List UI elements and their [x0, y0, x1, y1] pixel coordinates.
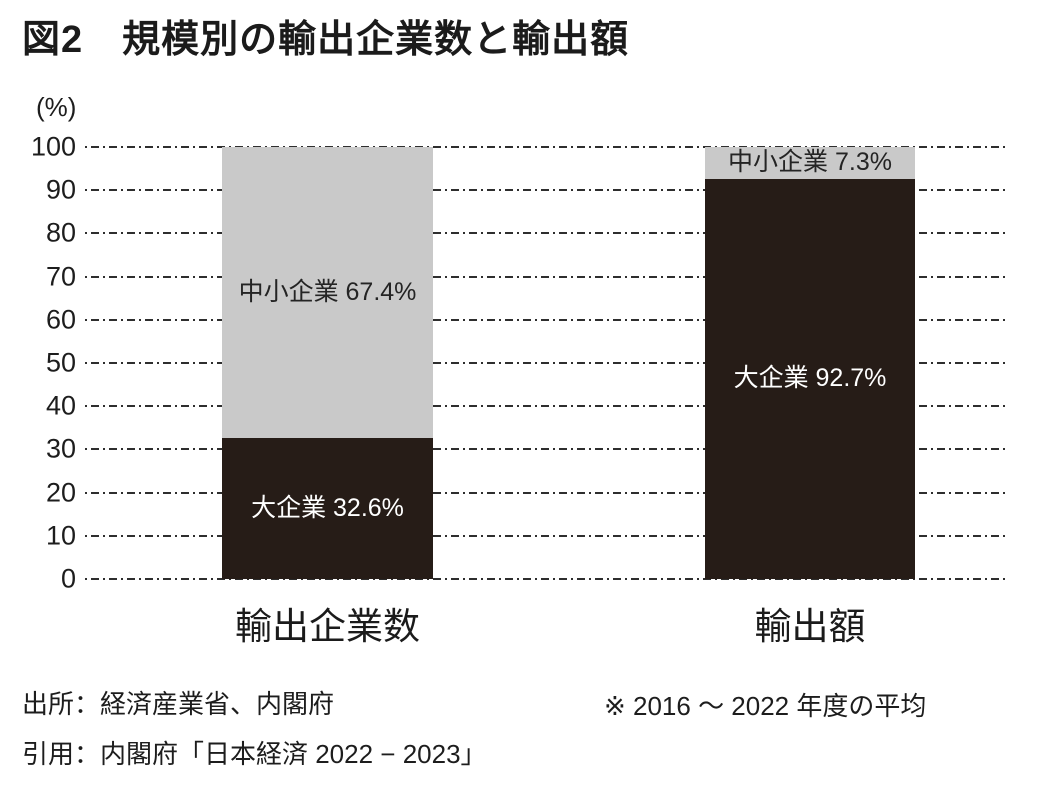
y-tick-label-40: 40: [45, 390, 76, 421]
segment-label-large-companies: 大企業 32.6%: [251, 494, 404, 523]
x-category-label-export-companies: 輸出企業数: [235, 606, 420, 647]
segment-label-large-value: 大企業 92.7%: [733, 364, 887, 393]
citation-text: 引用：内閣府「日本経済 2022 − 2023」: [22, 739, 487, 769]
gridline-60: [85, 318, 1005, 321]
y-tick-label-50: 50: [45, 347, 76, 378]
note-text: ※ 2016 ～ 2022 年度の平均: [604, 691, 927, 721]
gridline-40: [85, 405, 1005, 408]
bar-export-companies: 中小企業 67.4% 大企業 32.6%: [222, 147, 433, 579]
gridline-20: [85, 491, 1005, 494]
y-axis-unit-label: (%): [36, 92, 77, 122]
y-tick-label-60: 60: [45, 304, 76, 335]
segment-large-companies: 大企業 32.6%: [222, 438, 433, 579]
y-tick-label-90: 90: [45, 174, 76, 205]
gridline-80: [85, 232, 1005, 235]
y-tick-label-30: 30: [45, 433, 76, 464]
source-text: 出所：経済産業省、内閣府: [22, 689, 335, 719]
gridline-10: [85, 534, 1005, 537]
gridline-50: [85, 362, 1005, 364]
segment-large-value: 大企業 92.7%: [705, 178, 915, 579]
y-tick-label-100: 100: [30, 131, 76, 162]
segment-sme-companies: 中小企業 67.4%: [222, 147, 433, 439]
figure-title: 図2 規模別の輸出企業数と輸出額: [22, 19, 630, 61]
y-tick-label-0: 0: [60, 563, 76, 594]
plot-area: 100 90 80 70 60 50 40 30 20 10 0 中小企業 67…: [31, 133, 1005, 592]
gridline-70: [85, 275, 1005, 278]
gridline-90: [85, 189, 1005, 192]
gridline-100: [85, 146, 1005, 148]
y-tick-label-10: 10: [45, 520, 76, 551]
bar-export-value: 中小企業 7.3% 大企業 92.7%: [705, 147, 915, 579]
segment-label-sme-companies: 中小企業 67.4%: [238, 278, 417, 307]
y-tick-label-80: 80: [45, 217, 76, 248]
segment-sme-value: 中小企業 7.3%: [705, 147, 915, 179]
x-category-label-export-value: 輸出額: [754, 606, 866, 647]
y-tick-label-20: 20: [45, 477, 76, 508]
gridline-30: [85, 448, 1005, 451]
gridline-0: [85, 578, 1005, 580]
y-tick-label-70: 70: [45, 261, 76, 292]
segment-label-sme-value: 中小企業 7.3%: [728, 148, 892, 177]
